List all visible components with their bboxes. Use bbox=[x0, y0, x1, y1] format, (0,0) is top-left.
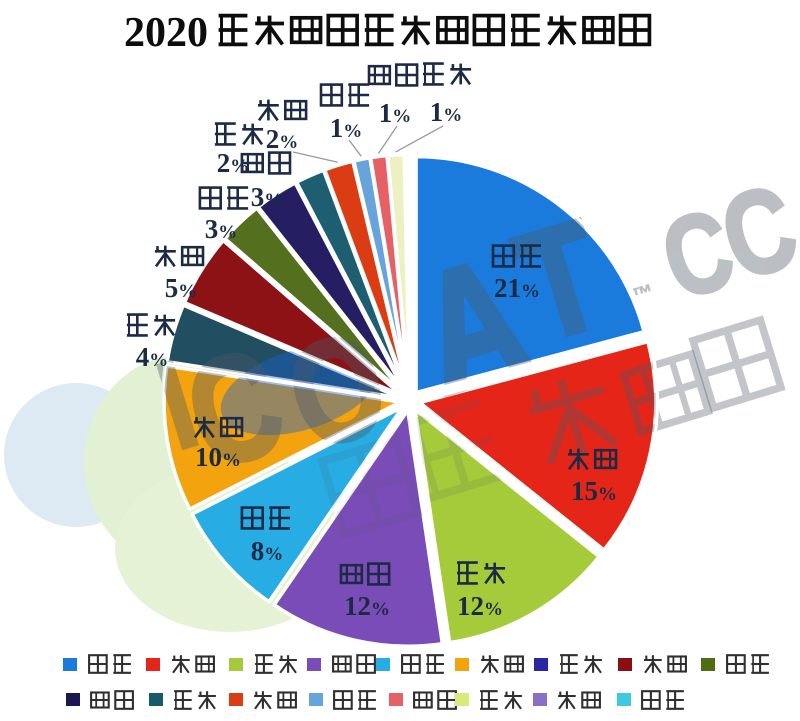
svg-text:2020: 2020 bbox=[124, 10, 208, 56]
svg-text:21%: 21% bbox=[494, 273, 540, 303]
svg-text:2%: 2% bbox=[266, 124, 299, 154]
